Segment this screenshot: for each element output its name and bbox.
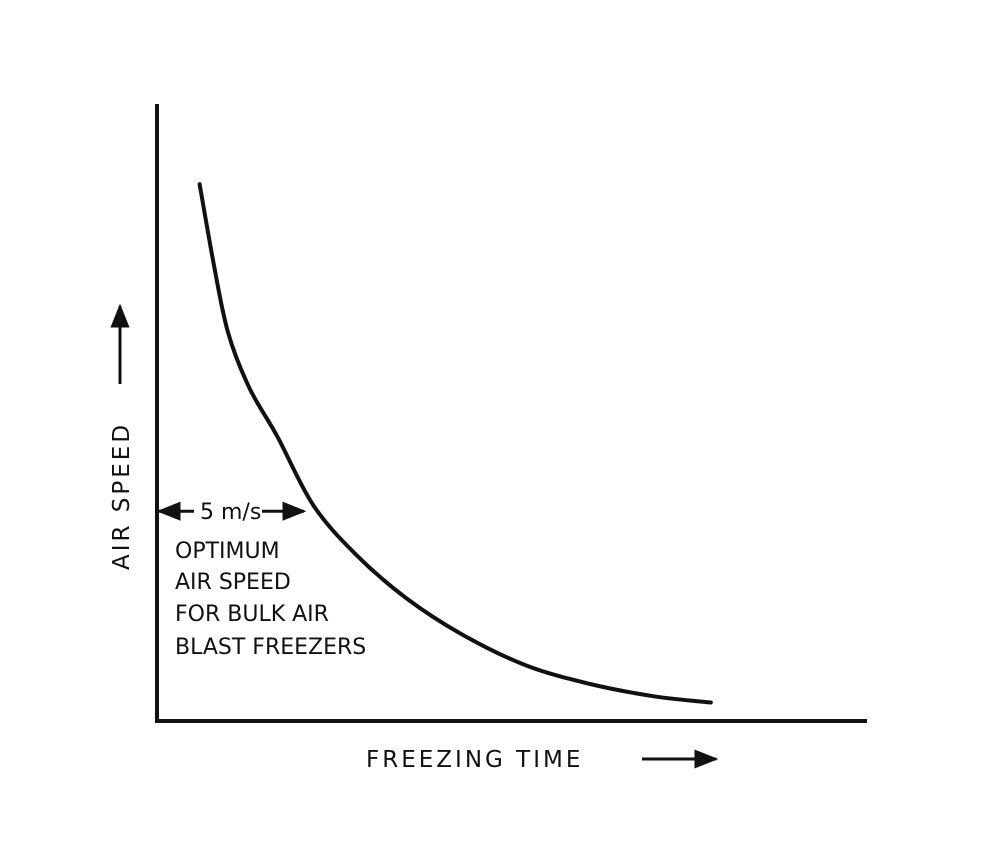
series-line [197, 182, 713, 705]
annotation-line-4: BLAST FREEZERS [175, 635, 366, 660]
marker-label: 5 m/s [200, 500, 261, 525]
annotation-line-3: FOR BULK AIR [175, 602, 329, 627]
y-axis-title: AIR SPEED [109, 422, 135, 570]
x-axis-title: FREEZING TIME [366, 747, 583, 773]
y-axis-title-group: AIR SPEED [109, 422, 135, 570]
annotation-line-2: AIR SPEED [175, 570, 291, 595]
annotation-line-1: OPTIMUM [175, 539, 280, 564]
